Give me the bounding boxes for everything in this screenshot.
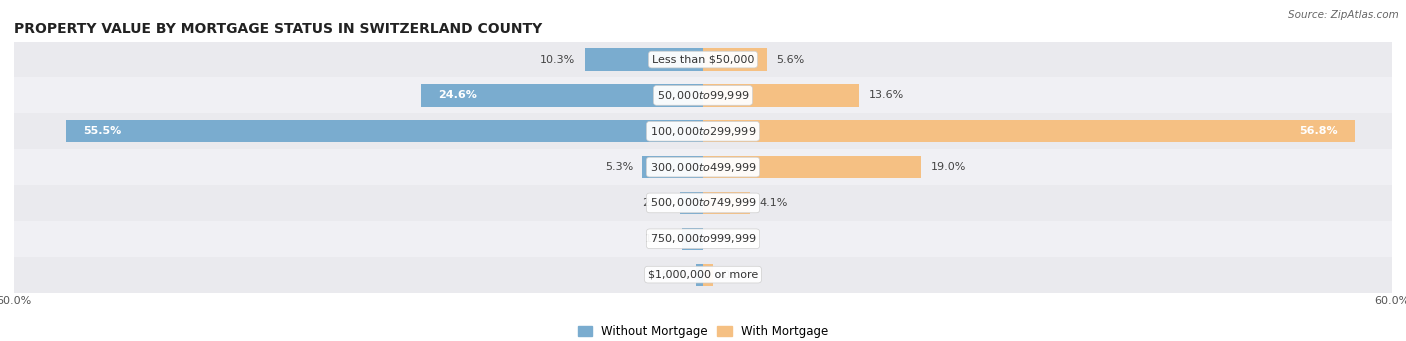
Bar: [643, 156, 703, 178]
Text: 5.6%: 5.6%: [776, 55, 804, 64]
Bar: [14, 42, 1392, 77]
Bar: [682, 228, 703, 250]
Text: $1,000,000 or more: $1,000,000 or more: [648, 270, 758, 280]
Text: 19.0%: 19.0%: [931, 162, 966, 172]
Text: 0.0%: 0.0%: [713, 234, 741, 244]
Text: 2.0%: 2.0%: [643, 198, 671, 208]
Bar: [585, 48, 703, 71]
Bar: [14, 185, 1392, 221]
Bar: [703, 156, 921, 178]
Bar: [681, 192, 703, 214]
Text: 1.8%: 1.8%: [645, 234, 673, 244]
Bar: [703, 48, 768, 71]
Text: $500,000 to $749,999: $500,000 to $749,999: [650, 196, 756, 209]
Bar: [14, 77, 1392, 113]
Bar: [14, 221, 1392, 257]
Text: 4.1%: 4.1%: [759, 198, 787, 208]
Text: $300,000 to $499,999: $300,000 to $499,999: [650, 161, 756, 174]
Bar: [703, 264, 713, 286]
Text: Source: ZipAtlas.com: Source: ZipAtlas.com: [1288, 10, 1399, 20]
Bar: [420, 84, 703, 106]
Text: $750,000 to $999,999: $750,000 to $999,999: [650, 232, 756, 245]
Bar: [703, 192, 749, 214]
Bar: [14, 113, 1392, 149]
Text: Less than $50,000: Less than $50,000: [652, 55, 754, 64]
Text: 10.3%: 10.3%: [540, 55, 575, 64]
Bar: [14, 257, 1392, 293]
Text: 24.6%: 24.6%: [437, 90, 477, 100]
Bar: [66, 120, 703, 142]
Text: 56.8%: 56.8%: [1299, 126, 1339, 136]
Text: $50,000 to $99,999: $50,000 to $99,999: [657, 89, 749, 102]
Text: 13.6%: 13.6%: [869, 90, 904, 100]
Text: $100,000 to $299,999: $100,000 to $299,999: [650, 125, 756, 138]
Bar: [696, 264, 703, 286]
Text: 5.3%: 5.3%: [605, 162, 633, 172]
Bar: [14, 149, 1392, 185]
Text: 0.87%: 0.87%: [723, 270, 758, 280]
Text: 55.5%: 55.5%: [83, 126, 121, 136]
Legend: Without Mortgage, With Mortgage: Without Mortgage, With Mortgage: [574, 321, 832, 341]
Text: PROPERTY VALUE BY MORTGAGE STATUS IN SWITZERLAND COUNTY: PROPERTY VALUE BY MORTGAGE STATUS IN SWI…: [14, 21, 543, 35]
Bar: [703, 120, 1355, 142]
Bar: [703, 84, 859, 106]
Text: 0.63%: 0.63%: [651, 270, 686, 280]
